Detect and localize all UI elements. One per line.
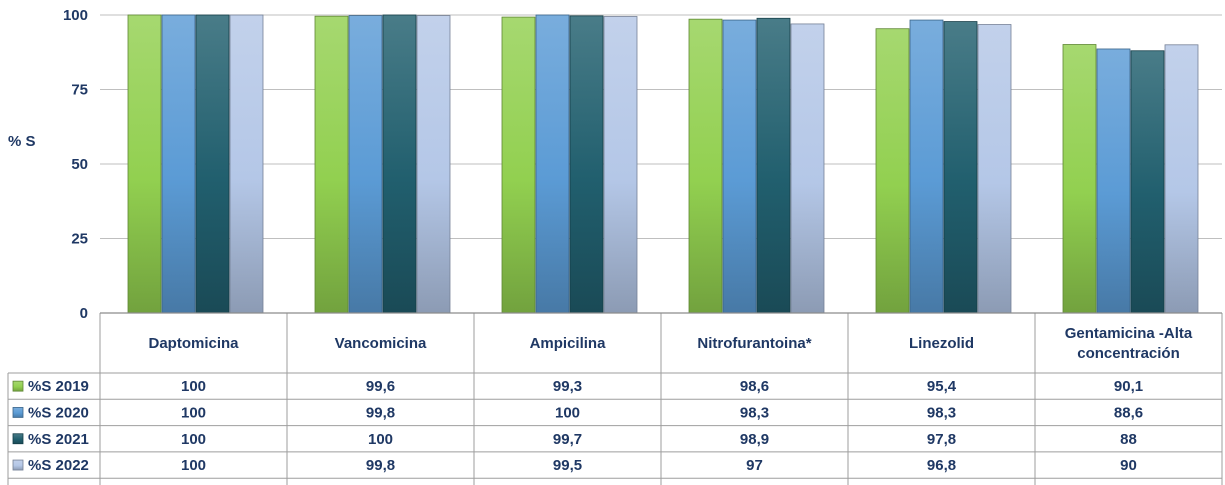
bar	[416, 15, 451, 314]
data-table-cell: 97	[746, 457, 763, 474]
bar	[535, 14, 570, 314]
bar	[1096, 48, 1131, 314]
bar	[569, 15, 604, 314]
legend-label: %S 2020	[28, 404, 89, 421]
gridlines	[100, 14, 1222, 314]
y-tick-label: 100	[63, 7, 88, 24]
bar	[195, 14, 230, 314]
y-tick-label: 0	[80, 305, 88, 322]
data-table-cell: 96,8	[927, 457, 956, 474]
data-table-cell: 99,3	[553, 378, 582, 395]
y-tick-label: 75	[71, 82, 88, 99]
data-table-cell: 99,7	[553, 431, 582, 448]
category-label: Gentamicina -Alta	[1065, 325, 1193, 342]
data-table-cell: 99,8	[366, 457, 395, 474]
bar	[1164, 44, 1199, 314]
data-table-cell: 90,1	[1114, 378, 1143, 395]
bar	[875, 28, 910, 314]
data-table-cell: 98,9	[740, 431, 769, 448]
legend-label: %S 2019	[28, 378, 89, 395]
bar	[501, 16, 536, 314]
bar	[756, 17, 791, 314]
data-table-cell: 100	[368, 431, 393, 448]
category-label: Daptomicina	[148, 335, 239, 352]
legend-label: %S 2022	[28, 457, 89, 474]
bar	[229, 14, 264, 314]
data-table-cell: 100	[181, 457, 206, 474]
data-table-cell: 100	[181, 431, 206, 448]
bar	[790, 23, 825, 314]
category-label: Ampicilina	[530, 335, 607, 352]
y-tick-label: 25	[71, 231, 88, 248]
chart-text: 0 25 50 75 100 % S Daptomicina Vancomicina Ampic…	[8, 7, 1193, 474]
bar	[603, 16, 638, 314]
bar	[1130, 50, 1165, 314]
bar	[909, 19, 944, 314]
bar	[348, 15, 383, 314]
data-table-cell: 98,3	[927, 404, 956, 421]
data-table-cell: 98,6	[740, 378, 769, 395]
bar	[722, 19, 757, 314]
y-tick-label: 50	[71, 156, 88, 173]
data-table-cell: 90	[1120, 457, 1137, 474]
data-table-cell: 88,6	[1114, 404, 1143, 421]
legend-key	[12, 380, 24, 392]
bar	[1062, 44, 1097, 314]
data-table	[7, 312, 1223, 485]
legend-key	[12, 459, 24, 471]
legend-key	[12, 407, 24, 418]
data-table-cell: 100	[555, 404, 580, 421]
bar	[977, 24, 1012, 314]
bar	[314, 15, 349, 314]
data-table-cell: 95,4	[927, 378, 957, 395]
bar	[688, 18, 723, 314]
data-table-cell: 99,5	[553, 457, 582, 474]
data-table-cell: 88	[1120, 431, 1137, 448]
category-label: concentración	[1077, 345, 1180, 362]
bars	[127, 14, 1199, 314]
legend-label: %S 2021	[28, 431, 89, 448]
category-label: Vancomicina	[335, 335, 427, 352]
bar	[943, 21, 978, 314]
bar	[127, 14, 162, 314]
bar	[382, 14, 417, 314]
data-table-cell: 99,8	[366, 404, 395, 421]
bar	[161, 14, 196, 314]
data-table-cell: 98,3	[740, 404, 769, 421]
category-label: Nitrofurantoina*	[697, 335, 811, 352]
category-label: Linezolid	[909, 335, 974, 352]
data-table-cell: 99,6	[366, 378, 395, 395]
y-axis-label: % S	[8, 133, 36, 150]
legend-key	[12, 433, 24, 445]
data-table-cell: 97,8	[927, 431, 956, 448]
data-table-cell: 100	[181, 378, 206, 395]
data-table-cell: 100	[181, 404, 206, 421]
